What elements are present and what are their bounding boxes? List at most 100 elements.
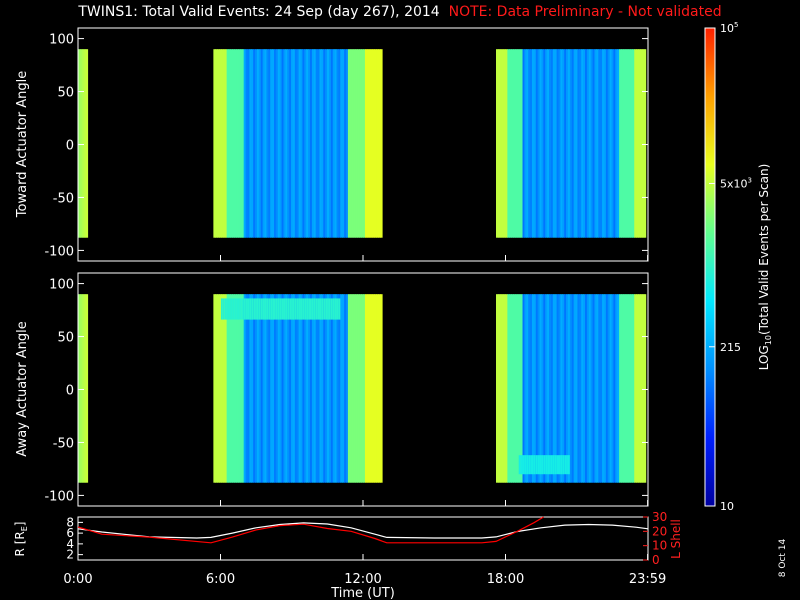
heatmap-cell xyxy=(531,294,535,483)
heatmap-cell xyxy=(613,294,616,483)
heatmap-cell xyxy=(594,49,597,238)
heatmap-cell xyxy=(336,298,340,320)
heatmap-cell xyxy=(586,294,590,483)
heatmap-cell xyxy=(526,49,529,238)
heatmap-cell xyxy=(294,294,298,483)
heatmap-cell xyxy=(78,49,81,238)
x-tick-label: 6:00 xyxy=(206,572,235,587)
heatmap-cell xyxy=(552,294,556,483)
heatmap-cell xyxy=(359,294,362,483)
heatmap-cell xyxy=(239,298,243,320)
heatmap-cell xyxy=(215,49,218,238)
heatmap-cell xyxy=(306,294,309,483)
colorbar-tick-base: 10 xyxy=(720,22,734,35)
heatmap-cell xyxy=(217,49,220,238)
heatmap-cell xyxy=(323,294,326,483)
heatmap-cell xyxy=(332,294,336,483)
heatmap-cell xyxy=(528,49,531,238)
heatmap-cell xyxy=(266,294,269,483)
heatmap-cell xyxy=(325,49,328,238)
heatmap-cell xyxy=(292,49,296,238)
heatmap-cell xyxy=(213,49,216,238)
heatmap-cell xyxy=(287,298,290,320)
heatmap-cell xyxy=(522,294,526,483)
heatmap-cell xyxy=(330,49,334,238)
heatmap-cell xyxy=(313,298,317,320)
heatmap-cell xyxy=(374,49,377,238)
heatmap-cell xyxy=(294,298,298,320)
heatmap-cell xyxy=(336,49,340,238)
heatmap-cell xyxy=(632,49,635,238)
heatmap-cell xyxy=(643,294,647,483)
heatmap-cell xyxy=(255,298,258,320)
heatmap-cell xyxy=(613,49,616,238)
heatmap-cell xyxy=(296,298,300,320)
heatmap-cell xyxy=(245,294,249,483)
heatmap-cell xyxy=(220,294,224,483)
heatmap-cell xyxy=(340,49,343,238)
x-tick-label: 18:00 xyxy=(487,572,524,587)
heatmap-cell xyxy=(327,298,330,320)
heatmap-cell xyxy=(626,49,630,238)
heatmap-cell xyxy=(585,49,588,238)
heatmap-cell xyxy=(321,49,324,238)
y-tick-label: -50 xyxy=(53,191,74,206)
heatmap-cell xyxy=(636,49,639,238)
heatmap-cell xyxy=(566,49,569,238)
heatmap-cell xyxy=(319,294,322,483)
heatmap-cell xyxy=(241,298,245,320)
heatmap-cell xyxy=(524,49,527,238)
heatmap-cell xyxy=(292,294,296,483)
heatmap-cell xyxy=(230,294,233,483)
heatmap-cell xyxy=(639,49,643,238)
heatmap-cell xyxy=(607,49,611,238)
heatmap-cell xyxy=(511,294,514,483)
heatmap-cell xyxy=(374,294,377,483)
heatmap-cell xyxy=(598,49,601,238)
heatmap-cell xyxy=(238,49,241,238)
heatmap-cell xyxy=(317,49,321,238)
heatmap-cell xyxy=(562,455,565,475)
heatmap-cell xyxy=(590,49,594,238)
r-line xyxy=(77,522,649,539)
heatmap-cell xyxy=(621,49,624,238)
heatmap-cell xyxy=(304,294,307,483)
heatmap-cell xyxy=(277,49,281,238)
heatmap-cell xyxy=(342,294,345,483)
heatmap-cell xyxy=(281,298,285,320)
heatmap-cell xyxy=(520,455,524,475)
heatmap-cell xyxy=(224,294,228,483)
heatmap-cell xyxy=(526,455,529,475)
heatmap-cell xyxy=(321,298,324,320)
heatmap-cell xyxy=(547,49,550,238)
heatmap-cell xyxy=(317,298,321,320)
heatmap-cell xyxy=(641,294,645,483)
heatmap-cell xyxy=(554,455,558,475)
y-tick-label: 50 xyxy=(57,331,74,346)
heatmap-cell xyxy=(236,49,239,238)
heatmap-cell xyxy=(539,455,543,475)
heatmap-cell xyxy=(361,49,364,238)
heatmap-cell xyxy=(370,49,374,238)
heatmap-cell xyxy=(594,294,597,483)
heatmap-cell xyxy=(236,294,239,483)
heatmap-cell xyxy=(577,49,580,238)
heatmap-cell xyxy=(634,49,637,238)
heatmap-cell xyxy=(615,49,618,238)
heatmap-cell xyxy=(222,49,226,238)
heatmap-cell xyxy=(255,294,258,483)
heatmap-cell xyxy=(600,294,603,483)
colorbar-tick-label: 5x103 xyxy=(720,176,752,190)
heatmap-cell xyxy=(241,294,245,483)
heatmap-cell xyxy=(268,49,271,238)
heatmap-cell xyxy=(624,49,628,238)
heatmap-cell xyxy=(569,49,573,238)
heatmap-cell xyxy=(497,49,501,238)
heatmap-cell xyxy=(308,49,311,238)
heatmap-cell xyxy=(264,49,268,238)
heatmap-cell xyxy=(368,294,372,483)
heatmap-cell xyxy=(256,298,260,320)
heatmap-cell xyxy=(552,455,556,475)
heatmap-cell xyxy=(619,294,622,483)
y-tick-label: -50 xyxy=(53,436,74,451)
